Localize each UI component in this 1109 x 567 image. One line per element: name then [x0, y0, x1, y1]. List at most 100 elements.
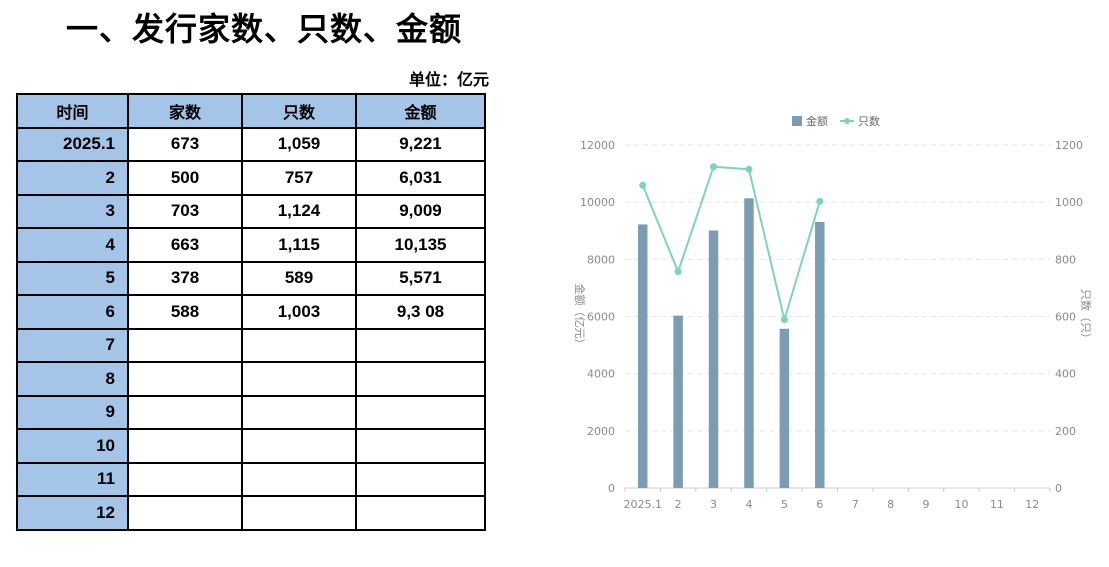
unit-label: 单位：亿元	[408, 70, 489, 89]
line-count	[641, 165, 821, 324]
cell-amount	[355, 327, 486, 363]
cell-companies	[127, 361, 243, 397]
y2-axis-label: 只数（只）	[1079, 289, 1092, 344]
header-count: 只数	[241, 93, 357, 129]
cell-count: 1,059	[241, 126, 357, 162]
cell-count	[241, 495, 357, 531]
cell-count	[241, 428, 357, 464]
header-time: 时间	[16, 93, 129, 129]
y-tick-label: 8000	[587, 253, 615, 266]
cell-companies: 588	[127, 294, 243, 330]
y-tick-label: 2000	[587, 425, 615, 438]
x-tick-label: 6	[816, 498, 823, 511]
cell-time: 8	[16, 361, 129, 397]
point-count	[816, 197, 824, 205]
x-tick-label: 7	[852, 498, 859, 511]
cell-time: 4	[16, 227, 129, 263]
cell-time: 9	[16, 394, 129, 430]
data-table: 时间 家数 只数 金额 2025.1 673 1,059 9,221 2 500 757 6,…	[16, 93, 486, 531]
header-amount: 金额	[355, 93, 486, 129]
y-tick-label: 10000	[580, 196, 615, 209]
x-tick-label: 11	[990, 498, 1004, 511]
cell-time: 5	[16, 260, 129, 296]
cell-time: 2025.1	[16, 126, 129, 162]
table-row: 9	[16, 394, 486, 430]
table-row: 8	[16, 361, 486, 397]
legend-swatch-count-dot	[844, 118, 850, 124]
table-row: 3 703 1,124 9,009	[16, 193, 486, 229]
y2-tick-label: 600	[1055, 311, 1076, 324]
y-tick-label: 6000	[587, 311, 615, 324]
table-row: 12	[16, 495, 486, 531]
cell-amount	[355, 495, 486, 531]
cell-time: 10	[16, 428, 129, 464]
y2-tick-label: 400	[1055, 368, 1076, 381]
header-companies: 家数	[127, 93, 243, 129]
point-count	[710, 163, 718, 171]
bar-amount	[637, 224, 648, 488]
bar-amount	[744, 198, 754, 488]
cell-count: 757	[241, 160, 357, 196]
cell-companies	[127, 428, 243, 464]
x-tick-label: 9	[923, 498, 930, 511]
page-title: 一、发行家数、只数、金额	[66, 10, 463, 48]
y2-tick-label: 1200	[1055, 139, 1083, 152]
y-tick-label: 12000	[580, 139, 615, 152]
table-row: 7	[16, 327, 486, 363]
x-tick-label: 4	[745, 498, 752, 511]
issuance-chart: 0 2000 4000 6000 8000 10000 12000 0 200 400 600 800…	[573, 114, 1092, 511]
table-row: 2 500 757 6,031	[16, 160, 486, 196]
cell-count	[241, 461, 357, 497]
cell-companies	[127, 495, 243, 531]
x-tick-label: 2	[675, 498, 682, 511]
table-row: 6 588 1,003 9,3 08	[16, 294, 486, 330]
y2-tick-label: 800	[1055, 253, 1076, 266]
y-axis-label: 金额（亿元）	[573, 284, 587, 350]
cell-amount	[355, 428, 486, 464]
bar-amount	[815, 221, 825, 488]
cell-companies: 703	[127, 193, 243, 229]
cell-time: 2	[16, 160, 129, 196]
point-count	[639, 181, 647, 189]
legend-label-amount: 金额	[806, 114, 828, 128]
x-tick-label: 8	[887, 498, 894, 511]
bar-amount	[708, 230, 719, 489]
y-tick-label: 4000	[587, 368, 615, 381]
cell-amount	[355, 394, 486, 430]
table-row: 5 378 589 5,571	[16, 260, 486, 296]
x-tick-label: 5	[781, 498, 788, 511]
cell-time: 12	[16, 495, 129, 531]
legend-swatch-amount	[792, 116, 802, 126]
x-tick-label: 10	[954, 498, 968, 511]
cell-count	[241, 394, 357, 430]
cell-time: 11	[16, 461, 129, 497]
table-header-row: 时间 家数 只数 金额	[16, 93, 486, 129]
cell-amount: 10,135	[355, 227, 486, 263]
y2-tick-label: 1000	[1055, 196, 1083, 209]
x-tick-label: 3	[710, 498, 717, 511]
bar-amount	[779, 328, 790, 488]
cell-companies: 673	[127, 126, 243, 162]
cell-companies	[127, 394, 243, 430]
table-row: 10	[16, 428, 486, 464]
cell-amount: 9,009	[355, 193, 486, 229]
cell-count	[241, 327, 357, 363]
point-count	[780, 316, 788, 324]
cell-companies	[127, 461, 243, 497]
cell-time: 3	[16, 193, 129, 229]
bar-amount	[673, 315, 683, 488]
cell-count: 1,115	[241, 227, 357, 263]
point-count	[745, 165, 753, 173]
legend-label-count: 只数	[858, 115, 880, 128]
cell-companies: 500	[127, 160, 243, 196]
cell-time: 7	[16, 327, 129, 363]
cell-time: 6	[16, 294, 129, 330]
point-count	[674, 268, 682, 276]
cell-count: 1,124	[241, 193, 357, 229]
cell-amount: 9,3 08	[355, 294, 486, 330]
cell-amount: 5,571	[355, 260, 486, 296]
cell-companies	[127, 327, 243, 363]
cell-amount	[355, 361, 486, 397]
cell-count: 589	[241, 260, 357, 296]
x-tick-label: 12	[1025, 498, 1039, 511]
